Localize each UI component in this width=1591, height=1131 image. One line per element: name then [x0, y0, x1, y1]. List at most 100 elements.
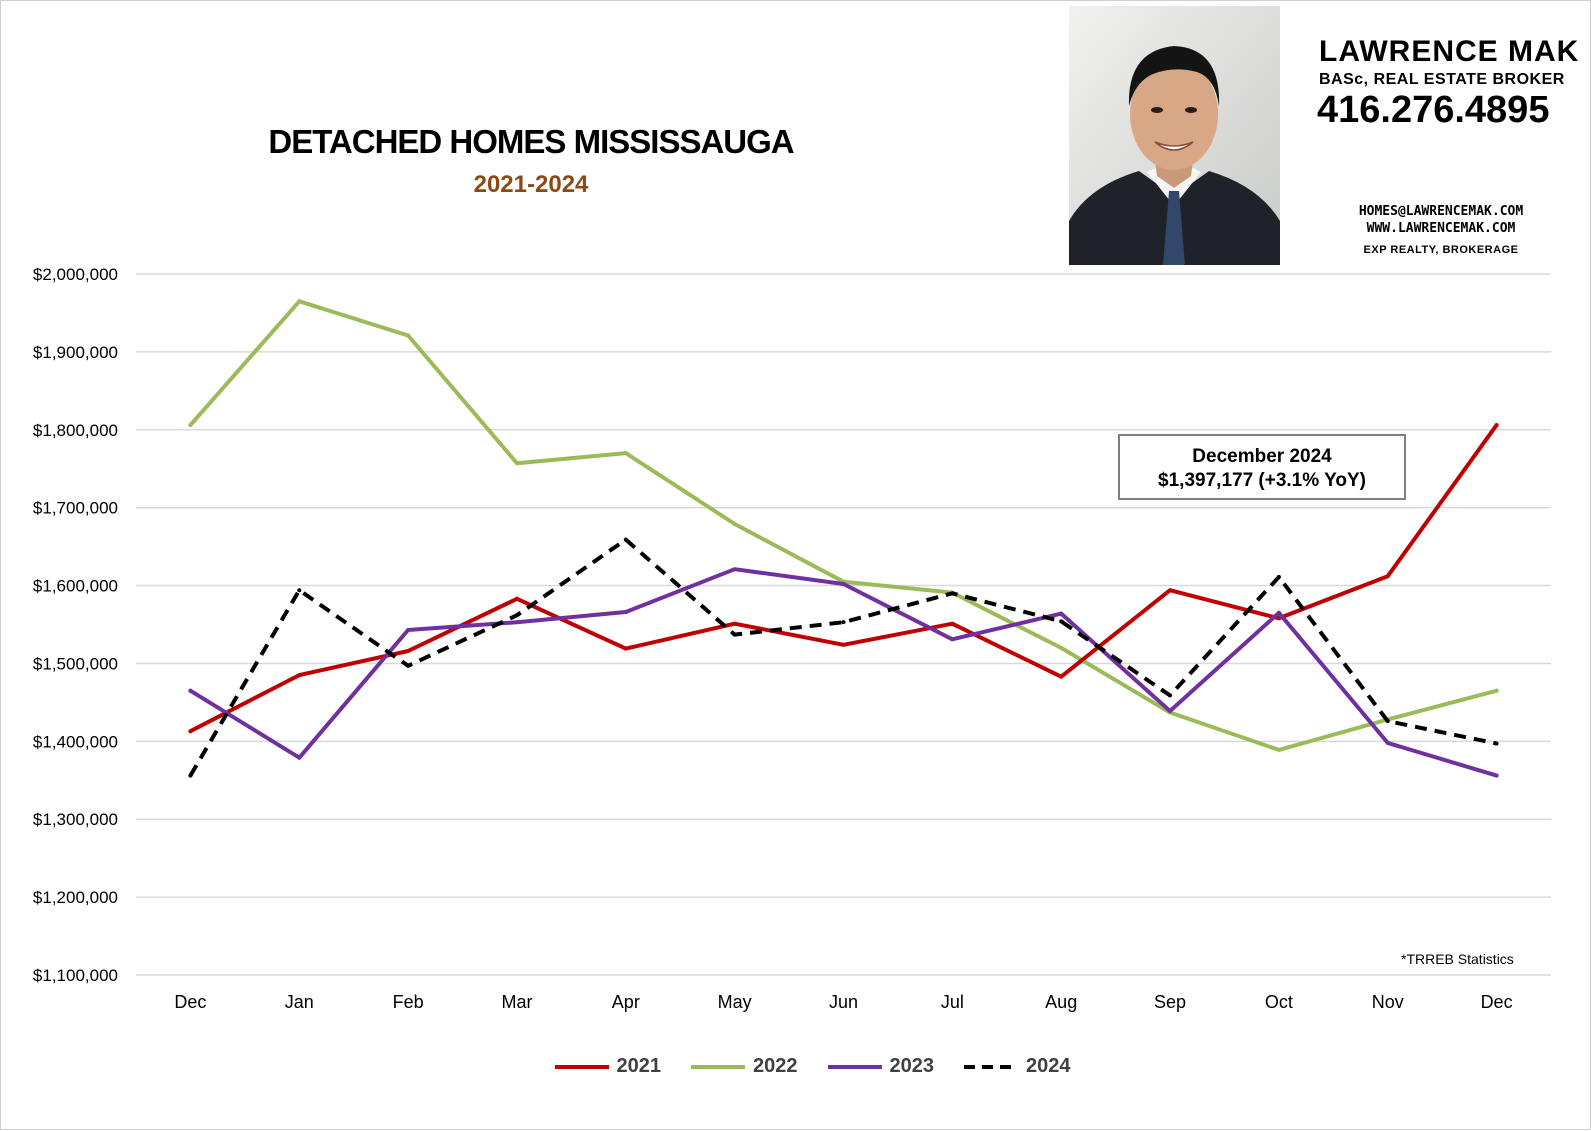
x-tick-label: Jul	[941, 992, 964, 1012]
latest-value-callout: December 2024 $1,397,177 (+3.1% YoY)	[1118, 434, 1406, 500]
data-point-2021	[297, 673, 302, 678]
data-point-2023	[1276, 610, 1281, 615]
data-point-2024	[1168, 693, 1173, 698]
data-point-2024	[623, 537, 628, 542]
data-point-2023	[1385, 740, 1390, 745]
data-point-2021	[950, 621, 955, 626]
y-tick-label: $1,400,000	[33, 732, 118, 751]
legend-item-2022: 2022	[689, 1055, 798, 1078]
agent-website: WWW.LAWRENCEMAK.COM	[1366, 221, 1516, 236]
data-point-2024	[1494, 741, 1499, 746]
x-tick-label: Feb	[393, 992, 424, 1012]
data-point-2024	[188, 773, 193, 778]
legend-label: 2023	[889, 1055, 935, 1077]
agent-credentials: BASc, REAL ESTATE BROKER	[1319, 71, 1565, 88]
y-tick-label: $1,100,000	[33, 966, 118, 985]
data-point-2021	[406, 648, 411, 653]
chart-title: DETACHED HOMES MISSISSAUGA	[268, 123, 794, 160]
data-point-2024	[950, 591, 955, 596]
data-point-2024	[841, 620, 846, 625]
data-point-2021	[841, 642, 846, 647]
y-tick-label: $1,200,000	[33, 888, 118, 907]
data-point-2022	[297, 299, 302, 304]
legend-label: 2024	[1026, 1055, 1071, 1077]
legend-swatch	[691, 1064, 745, 1069]
data-point-2024	[732, 632, 737, 637]
x-tick-label: Jun	[829, 992, 858, 1012]
chart-subtitle: 2021-2024	[473, 171, 589, 198]
source-note: *TRREB Statistics	[1401, 951, 1514, 967]
data-point-2023	[623, 610, 628, 615]
data-point-2024	[514, 613, 519, 618]
x-tick-label: Mar	[501, 992, 532, 1012]
legend-item-2021: 2021	[553, 1055, 662, 1078]
data-point-2021	[1276, 616, 1281, 621]
data-point-2023	[297, 755, 302, 760]
x-tick-label: Dec	[174, 992, 206, 1012]
series-line-2022	[188, 299, 1499, 752]
data-point-2023	[406, 627, 411, 632]
legend-label: 2022	[753, 1055, 798, 1077]
data-point-2021	[623, 646, 628, 651]
agent-brokerage: EXP REALTY, BROKERAGE	[1363, 244, 1519, 256]
data-point-2023	[188, 688, 193, 693]
y-tick-label: $1,800,000	[33, 421, 118, 440]
y-tick-label: $2,000,000	[33, 265, 118, 284]
y-tick-label: $1,900,000	[33, 343, 118, 362]
x-axis-ticks: Dec Jan Feb Mar Apr May Jun Jul Aug Sep Oct Nov Dec	[174, 992, 1512, 1012]
x-tick-label: Jan	[285, 992, 314, 1012]
data-point-2021	[514, 596, 519, 601]
legend-swatch	[964, 1064, 1018, 1069]
agent-photo	[1069, 6, 1280, 265]
x-tick-label: Apr	[612, 992, 640, 1012]
data-point-2023	[1168, 708, 1173, 713]
data-point-2021	[188, 729, 193, 734]
x-tick-label: May	[718, 992, 752, 1012]
y-axis-ticks: $1,100,000 $1,200,000 $1,300,000 $1,400,000…	[33, 265, 118, 985]
legend-swatch	[554, 1064, 609, 1069]
y-tick-label: $1,300,000	[33, 810, 118, 829]
series-lines	[188, 299, 1499, 778]
data-point-2022	[732, 522, 737, 527]
data-point-2021	[732, 621, 737, 626]
data-point-2023	[514, 620, 519, 625]
y-tick-label: $1,700,000	[33, 499, 118, 518]
agent-name: LAWRENCE MAK	[1319, 35, 1580, 68]
x-tick-label: Nov	[1372, 992, 1404, 1012]
data-point-2022	[1059, 645, 1064, 650]
y-tick-label: $1,500,000	[33, 654, 118, 673]
data-point-2023	[841, 581, 846, 586]
legend-label: 2021	[616, 1055, 662, 1077]
data-point-2024	[1385, 719, 1390, 724]
legend-item-2024: 2024	[962, 1055, 1071, 1078]
agent-phone: 416.276.4895	[1317, 89, 1550, 131]
agent-email: HOMES@LAWRENCEMAK.COM	[1358, 204, 1524, 219]
data-point-2023	[1494, 773, 1499, 778]
data-point-2021	[1168, 588, 1173, 593]
callout-date: December 2024	[1192, 446, 1332, 467]
x-tick-label: Dec	[1481, 992, 1513, 1012]
data-point-2024	[1059, 619, 1064, 624]
legend-swatch	[827, 1064, 882, 1069]
data-point-2022	[514, 461, 519, 466]
data-point-2022	[623, 451, 628, 456]
data-point-2021	[1494, 423, 1499, 428]
data-point-2024	[1276, 574, 1281, 579]
legend: 2021 2022 2023 2024	[1, 1055, 1591, 1078]
y-tick-label: $1,600,000	[33, 577, 118, 596]
gridlines	[136, 273, 1551, 976]
data-point-2023	[950, 637, 955, 642]
data-point-2024	[406, 663, 411, 668]
legend-item-2023: 2023	[826, 1055, 935, 1078]
callout-value: $1,397,177 (+3.1% YoY)	[1158, 470, 1366, 491]
data-point-2022	[1494, 688, 1499, 693]
x-tick-label: Oct	[1265, 992, 1293, 1012]
data-point-2021	[1385, 574, 1390, 579]
x-tick-label: Sep	[1154, 992, 1186, 1012]
data-point-2023	[1059, 611, 1064, 616]
data-point-2022	[188, 423, 193, 428]
data-point-2022	[406, 333, 411, 338]
x-tick-label: Aug	[1045, 992, 1077, 1012]
